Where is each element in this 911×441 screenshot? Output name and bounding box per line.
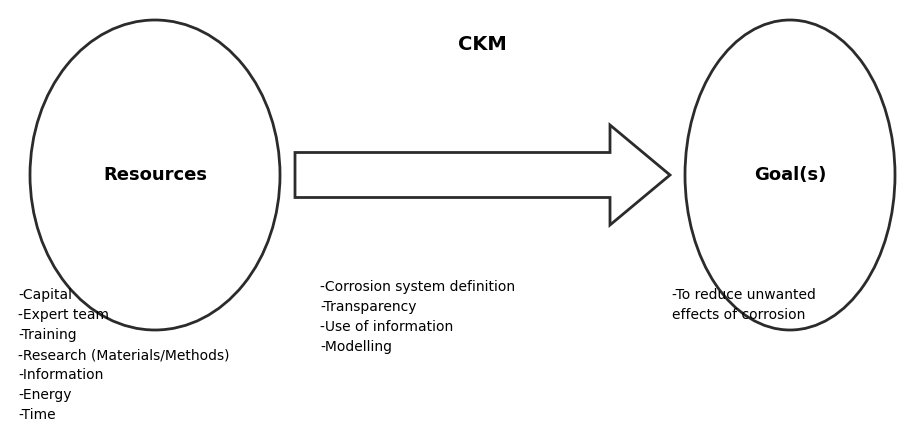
Text: Goal(s): Goal(s)	[753, 166, 826, 184]
Text: Resources: Resources	[103, 166, 207, 184]
Text: -To reduce unwanted
effects of corrosion: -To reduce unwanted effects of corrosion	[672, 288, 816, 322]
Polygon shape	[295, 125, 670, 225]
Text: -Capital
-Expert team
-Training
-Research (Materials/Methods)
-Information
-Ener: -Capital -Expert team -Training -Researc…	[18, 288, 230, 422]
Text: CKM: CKM	[457, 35, 507, 55]
Text: -Corrosion system definition
-Transparency
-Use of information
-Modelling: -Corrosion system definition -Transparen…	[320, 280, 515, 354]
